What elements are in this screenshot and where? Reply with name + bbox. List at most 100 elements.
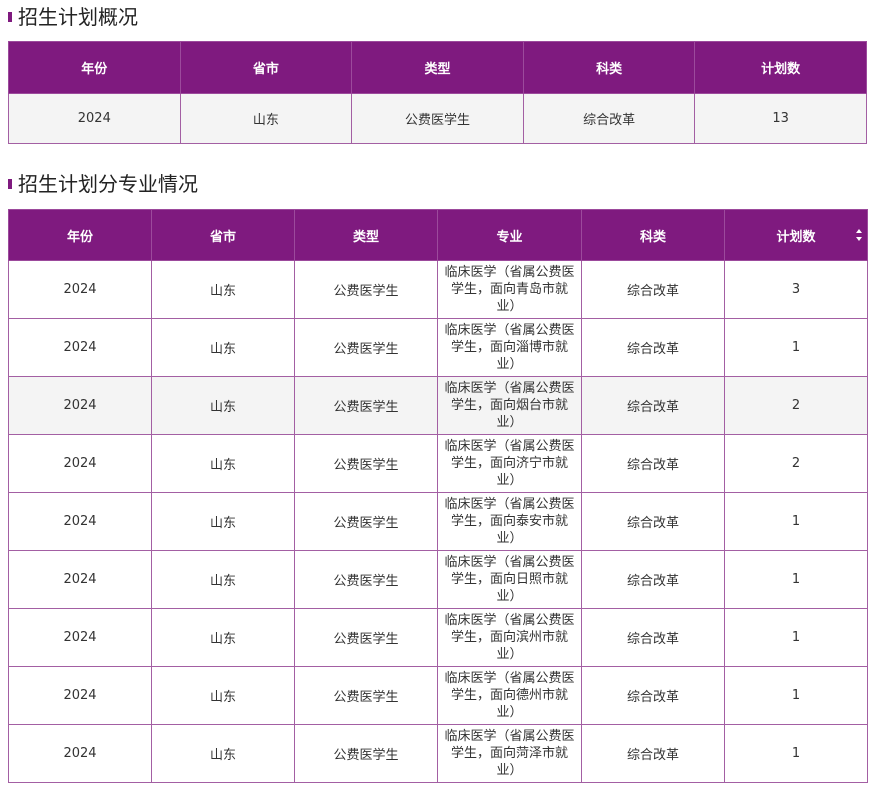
detail-cell-type: 公费医学生 [294, 318, 438, 377]
detail-cell-type: 公费医学生 [294, 492, 438, 551]
detail-cell-category: 综合改革 [581, 260, 725, 319]
detail-title-text: 招生计划分专业情况 [18, 171, 198, 196]
detail-cell-count: 1 [724, 550, 868, 609]
detail-cell-count: 2 [724, 376, 868, 435]
detail-cell-count: 1 [724, 492, 868, 551]
overview-header-year: 年份 [8, 41, 181, 94]
detail-cell-year: 2024 [8, 608, 152, 667]
detail-cell-major: 临床医学（省属公费医 学生，面向德州市就 业） [437, 666, 582, 725]
detail-cell-major-line: 临床医学（省属公费医 [444, 265, 575, 280]
detail-cell-count: 1 [724, 318, 868, 377]
overview-header-type: 类型 [351, 41, 524, 94]
detail-cell-major-line: 学生，面向菏泽市就 [450, 746, 568, 761]
title-bullet-icon [8, 179, 12, 189]
detail-cell-major-line: 临床医学（省属公费医 [444, 323, 575, 338]
detail-cell-major-line: 学生，面向泰安市就 [450, 514, 568, 529]
detail-cell-year: 2024 [8, 724, 152, 783]
detail-cell-major: 临床医学（省属公费医 学生，面向滨州市就 业） [437, 608, 582, 667]
detail-cell-category: 综合改革 [581, 318, 725, 377]
table-row: 2024 山东 公费医学生 临床医学（省属公费医 学生，面向菏泽市就 业） 综合改革 1 [8, 724, 868, 783]
table-row: 2024 山东 公费医学生 临床医学（省属公费医 学生，面向日照市就 业） 综合改革 1 [8, 550, 868, 609]
overview-header-count: 计划数 [694, 41, 867, 94]
detail-cell-major-line: 业） [496, 763, 523, 778]
overview-header-category: 科类 [522, 41, 696, 94]
detail-header-count-label: 计划数 [776, 229, 816, 245]
table-row: 2024 山东 公费医学生 临床医学（省属公费医 学生，面向济宁市就 业） 综合改革 2 [8, 434, 868, 493]
detail-header-type: 类型 [294, 209, 438, 261]
table-row: 2024 山东 公费医学生 临床医学（省属公费医 学生，面向德州市就 业） 综合改革 1 [8, 666, 868, 725]
detail-cell-type: 公费医学生 [294, 666, 438, 725]
detail-cell-major-line: 临床医学（省属公费医 [444, 729, 575, 744]
detail-cell-category: 综合改革 [581, 666, 725, 725]
detail-header-province: 省市 [151, 209, 295, 261]
overview-cell-type: 公费医学生 [351, 93, 524, 144]
detail-cell-province: 山东 [151, 550, 295, 609]
detail-cell-province: 山东 [151, 724, 295, 783]
detail-cell-type: 公费医学生 [294, 260, 438, 319]
title-bullet-icon [8, 12, 12, 22]
detail-cell-major: 临床医学（省属公费医 学生，面向济宁市就 业） [437, 434, 582, 493]
detail-cell-province: 山东 [151, 666, 295, 725]
detail-cell-province: 山东 [151, 318, 295, 377]
detail-cell-province: 山东 [151, 260, 295, 319]
detail-cell-type: 公费医学生 [294, 376, 438, 435]
detail-cell-major: 临床医学（省属公费医 学生，面向淄博市就 业） [437, 318, 582, 377]
overview-title-text: 招生计划概况 [18, 4, 138, 29]
detail-cell-major-line: 业） [496, 589, 523, 604]
detail-section-title: 招生计划分专业情况 [8, 167, 198, 197]
detail-cell-major: 临床医学（省属公费医 学生，面向日照市就 业） [437, 550, 582, 609]
detail-cell-major-line: 学生，面向烟台市就 [450, 398, 568, 413]
detail-cell-year: 2024 [8, 492, 152, 551]
detail-cell-major-line: 临床医学（省属公费医 [444, 439, 575, 454]
detail-header-major: 专业 [437, 209, 582, 261]
detail-cell-year: 2024 [8, 434, 152, 493]
detail-table: 年份 省市 类型 专业 科类 计划数 2024 山东 公费医学生 临床医学（省属公费医… [8, 209, 868, 783]
detail-cell-major-line: 业） [496, 531, 523, 546]
overview-header-row: 年份 省市 类型 科类 计划数 [8, 41, 867, 94]
detail-cell-year: 2024 [8, 666, 152, 725]
detail-cell-major-line: 学生，面向青岛市就 [450, 282, 568, 297]
detail-cell-category: 综合改革 [581, 434, 725, 493]
detail-cell-major-line: 临床医学（省属公费医 [444, 613, 575, 628]
detail-cell-province: 山东 [151, 376, 295, 435]
overview-header-province: 省市 [179, 41, 353, 94]
detail-cell-major-line: 学生，面向日照市就 [450, 572, 568, 587]
detail-cell-count: 1 [724, 724, 868, 783]
detail-cell-major: 临床医学（省属公费医 学生，面向烟台市就 业） [437, 376, 582, 435]
detail-cell-category: 综合改革 [581, 550, 725, 609]
table-row: 2024 山东 公费医学生 临床医学（省属公费医 学生，面向青岛市就 业） 综合改革 3 [8, 260, 868, 319]
detail-cell-major: 临床医学（省属公费医 学生，面向菏泽市就 业） [437, 724, 582, 783]
detail-cell-province: 山东 [151, 492, 295, 551]
overview-table: 年份 省市 类型 科类 计划数 2024 山东 公费医学生 综合改革 13 [8, 41, 867, 144]
detail-cell-major-line: 业） [496, 357, 523, 372]
table-row: 2024 山东 公费医学生 综合改革 13 [8, 93, 867, 144]
sort-updown-icon[interactable] [855, 228, 863, 242]
detail-cell-major-line: 业） [496, 299, 523, 314]
overview-cell-category: 综合改革 [522, 93, 696, 144]
detail-cell-year: 2024 [8, 550, 152, 609]
detail-cell-category: 综合改革 [581, 724, 725, 783]
detail-cell-major-line: 业） [496, 705, 523, 720]
detail-cell-category: 综合改革 [581, 376, 725, 435]
table-row: 2024 山东 公费医学生 临床医学（省属公费医 学生，面向淄博市就 业） 综合改革 1 [8, 318, 868, 377]
detail-header-category: 科类 [581, 209, 725, 261]
detail-cell-province: 山东 [151, 434, 295, 493]
detail-cell-major-line: 临床医学（省属公费医 [444, 497, 575, 512]
detail-header-row: 年份 省市 类型 专业 科类 计划数 [8, 209, 868, 261]
detail-cell-category: 综合改革 [581, 492, 725, 551]
detail-cell-count: 1 [724, 608, 868, 667]
detail-cell-major-line: 学生，面向德州市就 [450, 688, 568, 703]
detail-cell-type: 公费医学生 [294, 434, 438, 493]
overview-section-title: 招生计划概况 [8, 0, 138, 30]
detail-header-count[interactable]: 计划数 [724, 209, 868, 261]
overview-cell-year: 2024 [8, 93, 181, 144]
detail-cell-year: 2024 [8, 318, 152, 377]
detail-cell-major-line: 临床医学（省属公费医 [444, 555, 575, 570]
detail-cell-province: 山东 [151, 608, 295, 667]
detail-cell-type: 公费医学生 [294, 608, 438, 667]
detail-cell-category: 综合改革 [581, 608, 725, 667]
detail-cell-count: 3 [724, 260, 868, 319]
detail-cell-major-line: 临床医学（省属公费医 [444, 381, 575, 396]
detail-cell-major: 临床医学（省属公费医 学生，面向泰安市就 业） [437, 492, 582, 551]
detail-cell-major-line: 学生，面向淄博市就 [450, 340, 568, 355]
